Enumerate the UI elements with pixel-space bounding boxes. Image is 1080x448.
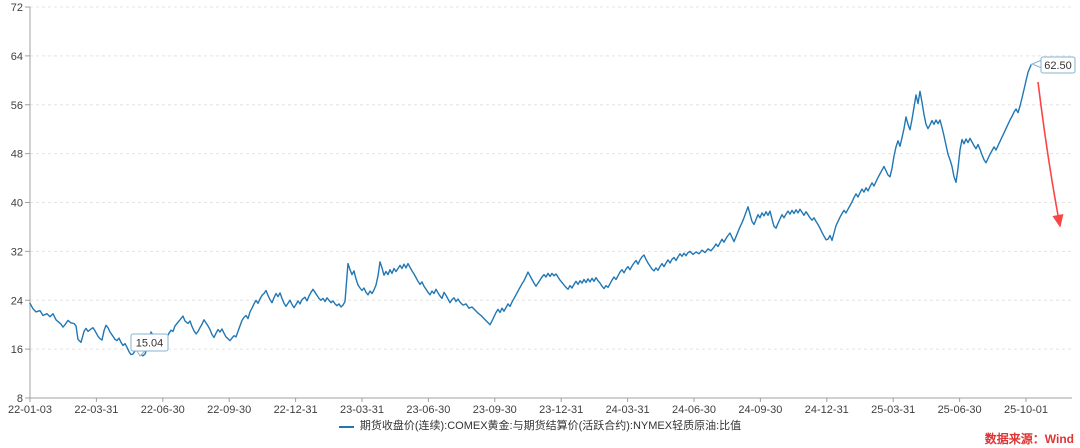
x-tick-label: 25-06-30 (938, 404, 982, 416)
legend-line-swatch (338, 425, 354, 428)
x-tick-label: 22-03-31 (74, 404, 118, 416)
annotation-value: 15.04 (136, 338, 164, 350)
y-tick-label: 40 (11, 198, 23, 210)
x-tick-label: 22-01-03 (8, 404, 52, 416)
x-tick-label: 25-03-31 (871, 404, 915, 416)
x-tick-label: 23-12-31 (539, 404, 583, 416)
y-tick-label: 8 (17, 393, 23, 405)
x-tick-label: 22-12-31 (274, 404, 318, 416)
y-tick-label: 56 (11, 100, 23, 112)
annotation-callout: 15.04 (130, 333, 169, 357)
legend: 期货收盘价(连续):COMEX黄金:与期货结算价(活跃合约):NYMEX轻质原油… (0, 419, 1080, 434)
y-tick-label: 16 (11, 344, 23, 356)
y-tick-label: 24 (11, 295, 23, 307)
y-tick-label: 32 (11, 246, 23, 258)
annotation-box (1040, 56, 1076, 74)
annotation-callout: 62.50 (1030, 56, 1076, 74)
annotation-value: 62.50 (1044, 60, 1072, 72)
x-tick-label: 23-06-30 (406, 404, 450, 416)
price-ratio-line (29, 64, 1032, 357)
x-tick-label: 24-12-31 (805, 404, 849, 416)
x-tick-label: 24-06-30 (672, 404, 716, 416)
x-tick-label: 23-03-31 (340, 404, 384, 416)
y-tick-label: 48 (11, 149, 23, 161)
legend-item-label: 期货收盘价(连续):COMEX黄金:与期货结算价(活跃合约):NYMEX轻质原油… (359, 420, 742, 432)
x-tick-label: 22-09-30 (207, 404, 251, 416)
down-trend-arrow (1037, 81, 1064, 228)
annotation-box (130, 333, 169, 352)
y-tick-label: 72 (11, 2, 23, 14)
x-tick-label: 24-03-31 (606, 404, 650, 416)
y-tick-label: 64 (11, 51, 23, 63)
x-tick-label: 22-06-30 (141, 404, 185, 416)
x-tick-label: 23-09-30 (473, 404, 517, 416)
x-tick-label: 24-09-30 (738, 404, 782, 416)
x-tick-label: 25-10-01 (1004, 404, 1048, 416)
data-source-label: 数据来源：Wind (984, 432, 1074, 446)
